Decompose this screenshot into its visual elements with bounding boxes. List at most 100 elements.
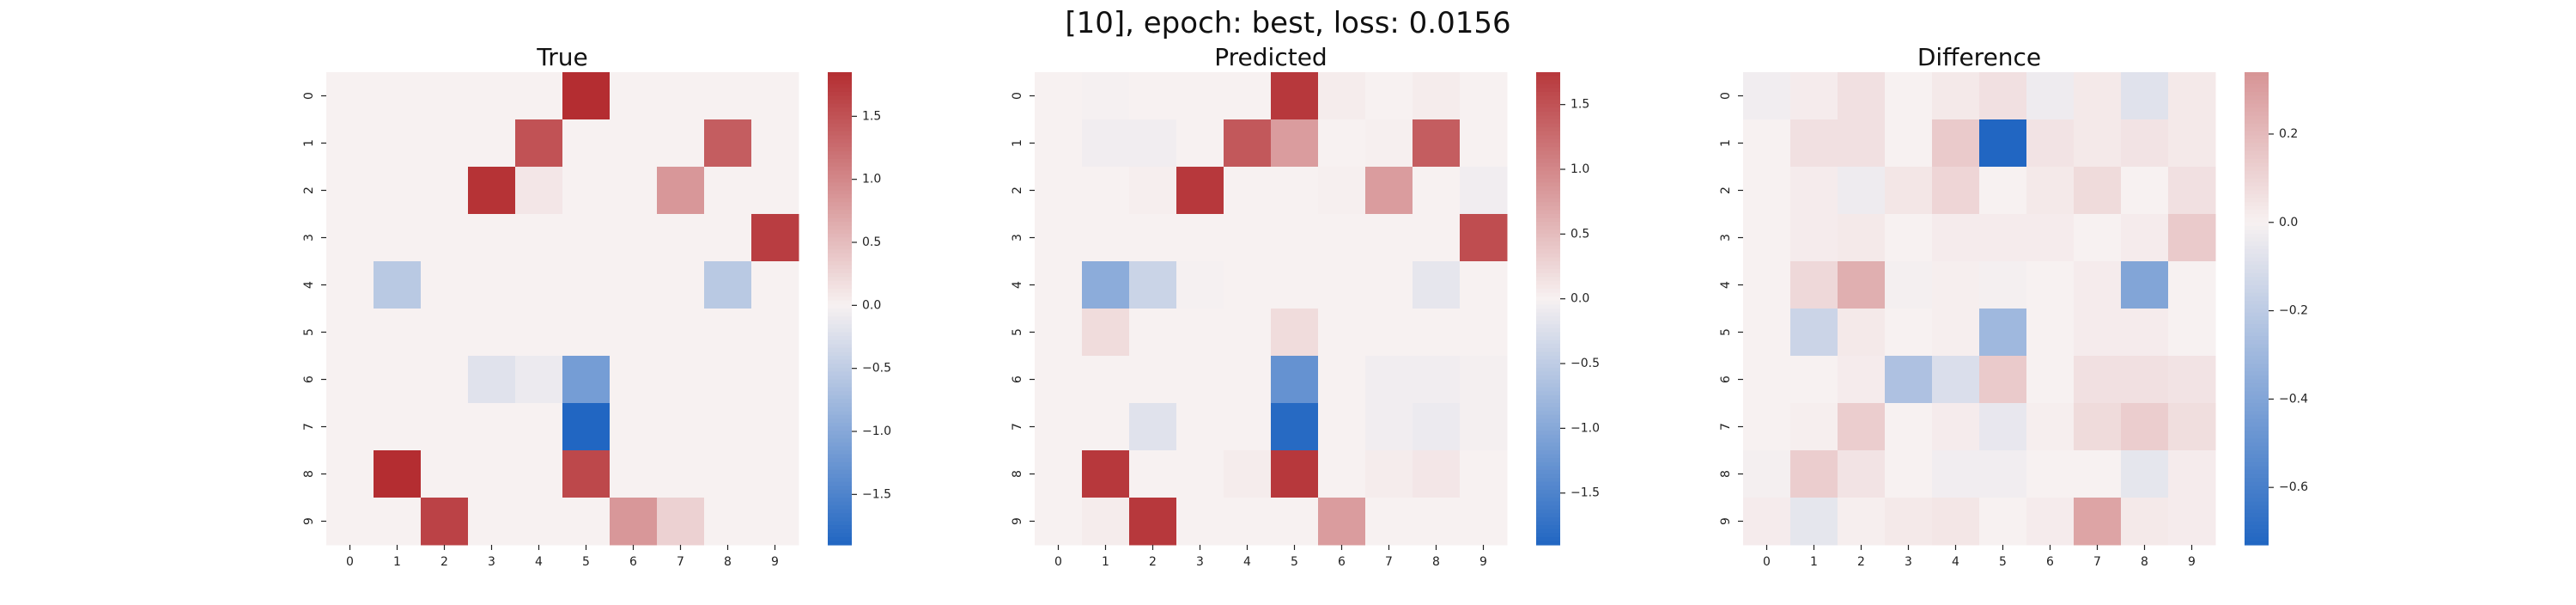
heatmap-cell <box>1318 214 1366 262</box>
colorbar-segment <box>1536 469 1560 475</box>
heatmap-cell <box>2074 403 2122 451</box>
y-tick-label: 1 <box>1719 139 1733 147</box>
heatmap-cell <box>1413 309 1461 357</box>
heatmap-cell <box>1743 261 1791 309</box>
heatmap-cell <box>704 72 752 120</box>
heatmap-cell <box>1082 72 1130 120</box>
colorbar-segment <box>1536 292 1560 297</box>
heatmap-cell <box>1790 356 1838 404</box>
colorbar-tick-label: −1.0 <box>862 425 891 438</box>
colorbar-tick-label: 1.0 <box>1571 162 1589 176</box>
colorbar-segment <box>2245 309 2269 314</box>
heatmap-cell <box>2026 498 2075 546</box>
heatmap-cell <box>1838 119 1886 168</box>
x-tick-label: 6 <box>2046 555 2054 569</box>
colorbar-segment <box>2245 434 2269 439</box>
heatmap-cell <box>1176 403 1224 451</box>
heatmap-cell <box>1176 214 1224 262</box>
heatmap-cell <box>1460 403 1508 451</box>
colorbar-segment <box>828 364 852 369</box>
heatmap-cell <box>1885 167 1933 215</box>
heatmap-cell <box>1224 356 1272 404</box>
colorbar-segment <box>828 253 852 259</box>
y-tick-label: 5 <box>1719 328 1733 336</box>
heatmap-cell <box>2168 214 2216 262</box>
colorbar-segment <box>1536 332 1560 337</box>
colorbar-segment <box>1536 245 1560 250</box>
x-tick-label: 5 <box>1291 555 1298 569</box>
figure-suptitle: [10], epoch: best, loss: 0.0156 <box>1065 6 1510 40</box>
heatmap-cell <box>1082 356 1130 404</box>
x-tick-label: 7 <box>1385 555 1393 569</box>
colorbar-segment <box>828 521 852 526</box>
colorbar-segment <box>2245 233 2269 239</box>
colorbar-segment <box>828 474 852 479</box>
colorbar-segment <box>828 489 852 495</box>
y-tick-label: 6 <box>302 376 316 383</box>
colorbar-segment <box>2245 359 2269 364</box>
heatmap-cell <box>2026 167 2075 215</box>
heatmap-cell <box>1885 309 1933 357</box>
colorbar-segment <box>1536 229 1560 235</box>
heatmap-cell <box>421 403 469 451</box>
heatmap-cell <box>515 261 563 309</box>
heatmap-cell <box>704 214 752 262</box>
heatmap-cell <box>1413 119 1461 168</box>
heatmap-cell <box>1979 167 2027 215</box>
y-tick-label: 3 <box>1719 234 1733 241</box>
heatmap-cell <box>2121 72 2169 120</box>
heatmap-cell <box>657 309 705 357</box>
colorbar-segment <box>828 210 852 215</box>
x-tick-label: 1 <box>1102 555 1109 569</box>
heatmap-cell <box>751 167 799 215</box>
heatmap-cell <box>610 72 658 120</box>
colorbar-segment <box>828 222 852 227</box>
colorbar-segment <box>828 431 852 436</box>
heatmap-cell <box>1885 403 1933 451</box>
heatmap-cell <box>374 167 422 215</box>
colorbar-segment <box>1536 327 1560 333</box>
heatmap-cell <box>2168 167 2216 215</box>
y-tick-label: 5 <box>302 328 316 336</box>
colorbar-segment <box>828 434 852 439</box>
heatmap-cell <box>1271 119 1319 168</box>
colorbar-segment <box>2245 450 2269 455</box>
colorbar-segment <box>828 347 852 353</box>
colorbar-segment <box>1536 280 1560 286</box>
heatmap-cell <box>515 214 563 262</box>
colorbar-segment <box>2245 431 2269 436</box>
colorbar-segment <box>2245 217 2269 223</box>
heatmap-cell <box>2121 119 2169 168</box>
heatmap-cell <box>751 309 799 357</box>
y-tick-label: 4 <box>302 281 316 289</box>
colorbar-segment <box>2245 103 2269 108</box>
colorbar-segment <box>828 516 852 522</box>
heatmap-cell <box>2074 309 2122 357</box>
colorbar-segment <box>1536 461 1560 467</box>
colorbar-segment <box>2245 167 2269 172</box>
colorbar-segment <box>2245 344 2269 349</box>
heatmap-cell <box>751 498 799 546</box>
heatmap-cell <box>2074 214 2122 262</box>
colorbar-segment <box>1536 474 1560 479</box>
heatmap-cell <box>1318 309 1366 357</box>
colorbar-segment <box>1536 174 1560 180</box>
y-tick-label: 8 <box>1719 470 1733 478</box>
colorbar-segment <box>828 284 852 290</box>
heatmap-cell <box>2168 450 2216 498</box>
colorbar-segment <box>1536 261 1560 266</box>
colorbar-segment <box>828 419 852 424</box>
colorbar-tick-label: 1.5 <box>1571 98 1589 112</box>
heatmap-cell <box>2026 356 2075 404</box>
x-tick-label: 9 <box>2188 555 2196 569</box>
heatmap-cell <box>1885 214 1933 262</box>
colorbar-segment <box>2245 280 2269 286</box>
heatmap-cell <box>657 72 705 120</box>
colorbar-segment <box>828 411 852 416</box>
heatmap-cell <box>704 261 752 309</box>
heatmap-cell <box>1885 119 1933 168</box>
colorbar-segment <box>2245 135 2269 140</box>
heatmap-cell <box>1129 498 1177 546</box>
heatmap-cell <box>1460 261 1508 309</box>
colorbar-segment <box>828 158 852 164</box>
